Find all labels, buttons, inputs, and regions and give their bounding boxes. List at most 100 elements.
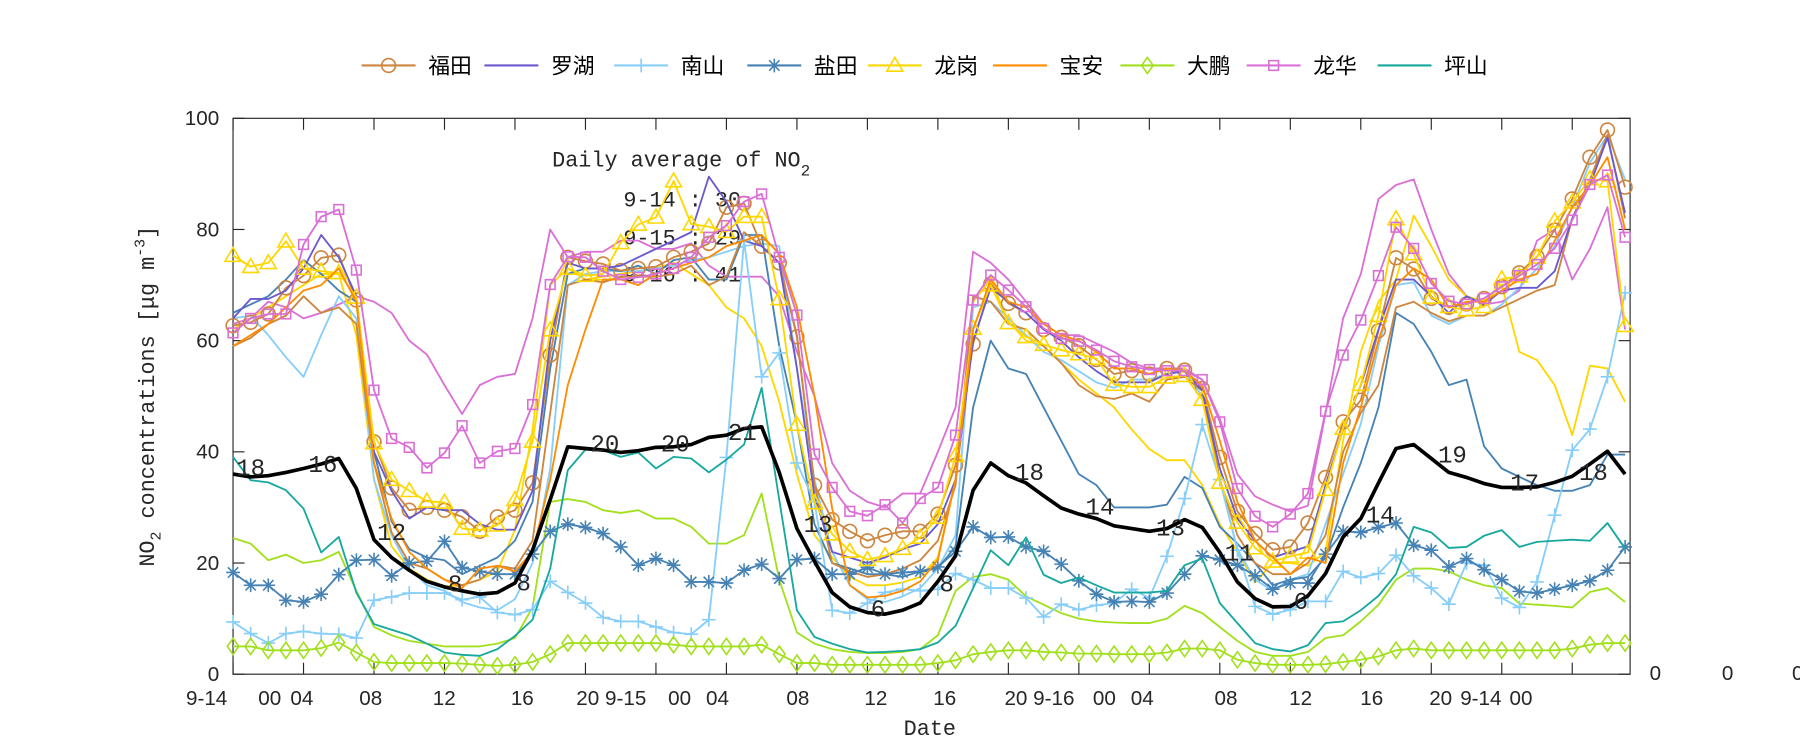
triangle-marker — [1492, 269, 1512, 286]
square-marker — [879, 499, 891, 511]
average-value-label: 16 — [308, 453, 337, 480]
legend-label: 龙岗 — [934, 55, 978, 80]
plus-marker — [1318, 594, 1333, 609]
square-marker — [632, 271, 644, 283]
asterisk-marker — [543, 524, 558, 539]
asterisk-marker — [719, 576, 734, 590]
triangle-marker — [311, 261, 331, 278]
diamond-marker — [913, 655, 927, 675]
diamond-marker — [314, 638, 328, 658]
plus-marker — [1547, 508, 1562, 523]
square-marker — [315, 211, 327, 223]
series-line — [232, 136, 1626, 564]
diamond-marker — [1565, 639, 1579, 659]
circle-marker — [331, 247, 347, 263]
diamond-marker — [296, 640, 311, 660]
plus-marker — [1177, 491, 1192, 506]
diamond-marker — [1142, 644, 1157, 664]
asterisk-marker — [1547, 582, 1562, 597]
asterisk-marker — [490, 567, 505, 582]
diamond-marker — [1248, 653, 1262, 673]
square-marker — [1372, 269, 1385, 282]
plus-marker — [525, 602, 540, 617]
average-value-label: 19 — [1438, 444, 1467, 471]
average-value-label: 18 — [1579, 461, 1608, 488]
square-marker — [1531, 258, 1543, 271]
plus-marker — [754, 369, 769, 384]
triangle-marker — [1087, 348, 1106, 365]
triangle-marker — [875, 546, 895, 563]
asterisk-marker — [596, 526, 610, 541]
square-marker — [1268, 59, 1280, 72]
asterisk-marker — [1248, 568, 1262, 583]
triangle-marker — [611, 233, 631, 250]
series-大鹏 — [226, 633, 1632, 676]
triangle-marker — [893, 538, 913, 556]
asterisk-marker — [1089, 587, 1104, 602]
square-marker — [421, 462, 433, 474]
series-line — [232, 129, 1626, 551]
plus-marker — [349, 631, 364, 645]
triangle-marker — [946, 446, 965, 463]
asterisk-marker — [1318, 547, 1333, 562]
triangle-marker — [241, 257, 261, 274]
diamond-marker — [948, 650, 963, 670]
square-marker — [967, 294, 979, 306]
legend-label: 龙华 — [1313, 55, 1357, 80]
square-marker — [1443, 295, 1455, 307]
asterisk-marker — [472, 564, 487, 579]
triangle-marker — [1139, 377, 1159, 394]
square-marker — [544, 278, 556, 291]
square-marker — [526, 398, 539, 411]
circle-marker — [242, 314, 259, 331]
diamond-marker — [666, 635, 681, 655]
series-龙华 — [227, 169, 1631, 533]
asterisk-marker — [243, 578, 258, 593]
plus-marker — [1353, 570, 1368, 585]
plus-marker — [790, 456, 804, 470]
square-marker — [844, 505, 856, 517]
square-marker — [1355, 314, 1367, 326]
x-tick-label: 08 — [1215, 687, 1238, 710]
triangle-marker — [664, 171, 683, 188]
diamond-marker — [1389, 640, 1403, 660]
triangle-marker — [417, 491, 437, 508]
diamond-marker — [1195, 639, 1209, 659]
square-marker — [1478, 292, 1490, 305]
asterisk-marker — [560, 517, 575, 531]
y-tick-label: 80 — [196, 218, 219, 241]
circle-marker — [789, 329, 805, 345]
diamond-marker — [279, 640, 293, 660]
diamond-marker — [1512, 640, 1527, 660]
plus-marker — [402, 586, 417, 600]
plus-marker — [613, 614, 628, 629]
triangle-marker — [787, 414, 807, 432]
triangle-marker — [364, 433, 384, 450]
stray-tick-label: 0 — [1722, 662, 1733, 685]
asterisk-marker — [737, 563, 751, 578]
diamond-marker — [1477, 640, 1491, 660]
average-value-label: 14 — [1366, 504, 1395, 531]
square-marker — [932, 481, 944, 494]
plus-marker — [631, 614, 646, 629]
square-marker — [667, 262, 680, 275]
series-extra-9 — [232, 178, 1626, 513]
square-marker — [438, 447, 451, 459]
asterisk-marker — [1142, 595, 1157, 609]
triangle-marker — [805, 493, 824, 510]
triangle-marker — [646, 207, 666, 224]
asterisk-marker — [1353, 525, 1368, 540]
triangle-marker — [487, 515, 507, 532]
circle-marker — [1282, 539, 1298, 555]
triangle-marker — [1615, 316, 1635, 333]
x-tick-label: 20 — [1429, 687, 1452, 710]
diamond-marker — [1265, 655, 1280, 675]
plus-marker — [772, 345, 787, 360]
diamond-marker — [631, 633, 646, 653]
square-marker — [491, 445, 503, 457]
square-marker — [386, 432, 398, 445]
square-marker — [615, 273, 627, 286]
asterisk-marker — [226, 565, 240, 580]
plus-marker — [1512, 600, 1527, 615]
diamond-marker — [1371, 646, 1386, 666]
